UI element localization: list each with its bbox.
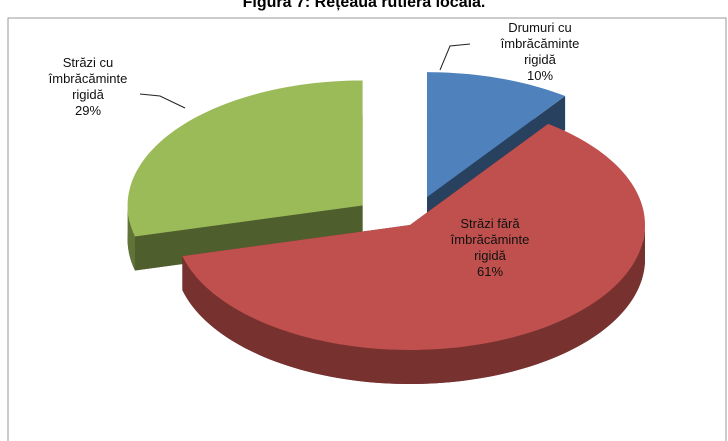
label-name: Străzi fără îmbrăcăminte rigidă — [450, 216, 530, 263]
slice-side — [127, 205, 135, 271]
data-label: Străzi fără îmbrăcăminte rigidă 61% — [434, 216, 546, 280]
label-name: Drumuri cu îmbrăcăminte rigidă — [500, 20, 580, 67]
data-label: Drumuri cu îmbrăcăminte rigidă 10% — [484, 20, 596, 84]
label-name: Străzi cu îmbrăcăminte rigidă — [48, 55, 128, 102]
slice-top — [182, 123, 645, 350]
slice-top — [127, 80, 363, 237]
label-value: 10% — [526, 68, 554, 83]
chart-title: Figura 7: Rețeaua rutieră locală. — [242, 0, 486, 11]
leader-line — [439, 43, 471, 71]
data-label: Străzi cu îmbrăcăminte rigidă 29% — [32, 55, 144, 119]
slice — [127, 80, 363, 271]
leader-line — [139, 93, 186, 109]
slice-side — [182, 225, 646, 384]
slice-top — [426, 72, 566, 198]
label-value: 29% — [74, 103, 102, 118]
slice-wall — [134, 205, 363, 271]
label-value: 61% — [476, 264, 504, 279]
slice — [182, 123, 646, 384]
plot-frame — [7, 17, 727, 441]
